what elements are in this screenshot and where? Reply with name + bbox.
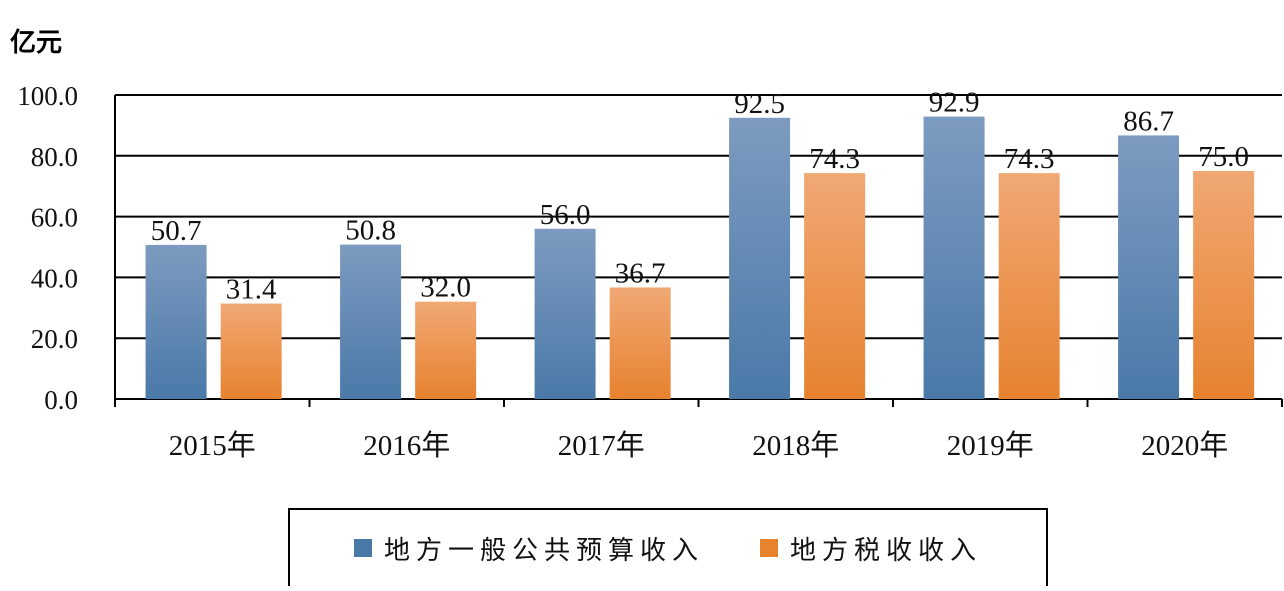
data-label-series-2: 74.3 [809,143,860,175]
data-label-series-2: 31.4 [226,274,277,306]
bar-series-2 [609,287,671,399]
data-label-series-1: 92.9 [929,87,980,119]
x-tick-label: 2015年 [169,429,256,462]
data-label-series-2: 32.0 [420,272,471,304]
legend-swatch-series-1 [353,539,372,557]
data-label-series-1: 56.0 [540,199,591,231]
y-tick-label: 100.0 [17,81,78,111]
bar-series-1 [729,117,791,400]
data-label-series-1: 86.7 [1123,105,1174,137]
bar-series-2 [415,301,477,399]
x-tick-label: 2020年 [1141,429,1228,462]
x-tick-label: 2016年 [363,429,450,462]
data-label-series-1: 92.5 [734,88,785,120]
data-label-series-2: 74.3 [1004,143,1055,175]
y-tick-label: 0.0 [44,385,78,415]
bar-series-1 [1118,135,1180,399]
legend-label-series-1: 地方一般公共预算收入 [383,535,704,566]
legend-item-series-1: 地方一般公共预算收入 [353,530,704,567]
bar-series-1 [923,116,985,400]
y-tick-label: 20.0 [31,324,78,354]
bar-series-1 [145,244,207,399]
x-tick-label: 2019年 [947,429,1034,462]
data-label-series-1: 50.8 [345,215,396,247]
y-tick-label: 80.0 [31,142,78,172]
y-unit-label: 亿元 [10,28,63,58]
x-tick-label: 2017年 [558,429,645,462]
legend-item-series-2: 地方税收收入 [760,530,982,567]
x-tick-label: 2018年 [752,429,839,462]
bar-series-2 [220,303,282,399]
data-label-series-2: 36.7 [615,257,666,289]
y-tick-label: 60.0 [31,203,78,233]
y-tick-label: 40.0 [31,263,78,293]
bar-series-2 [1193,171,1255,399]
bar-series-2 [998,173,1060,399]
bar-series-2 [804,173,866,399]
data-label-series-1: 50.7 [151,215,202,247]
legend-label-series-2: 地方税收收入 [790,535,983,566]
bar-series-1 [534,228,596,399]
legend: 地方一般公共预算收入 地方税收收入 [288,508,1048,586]
legend-swatch-series-2 [760,539,778,557]
data-label-series-2: 75.0 [1198,141,1249,173]
bar-series-1 [340,244,402,399]
